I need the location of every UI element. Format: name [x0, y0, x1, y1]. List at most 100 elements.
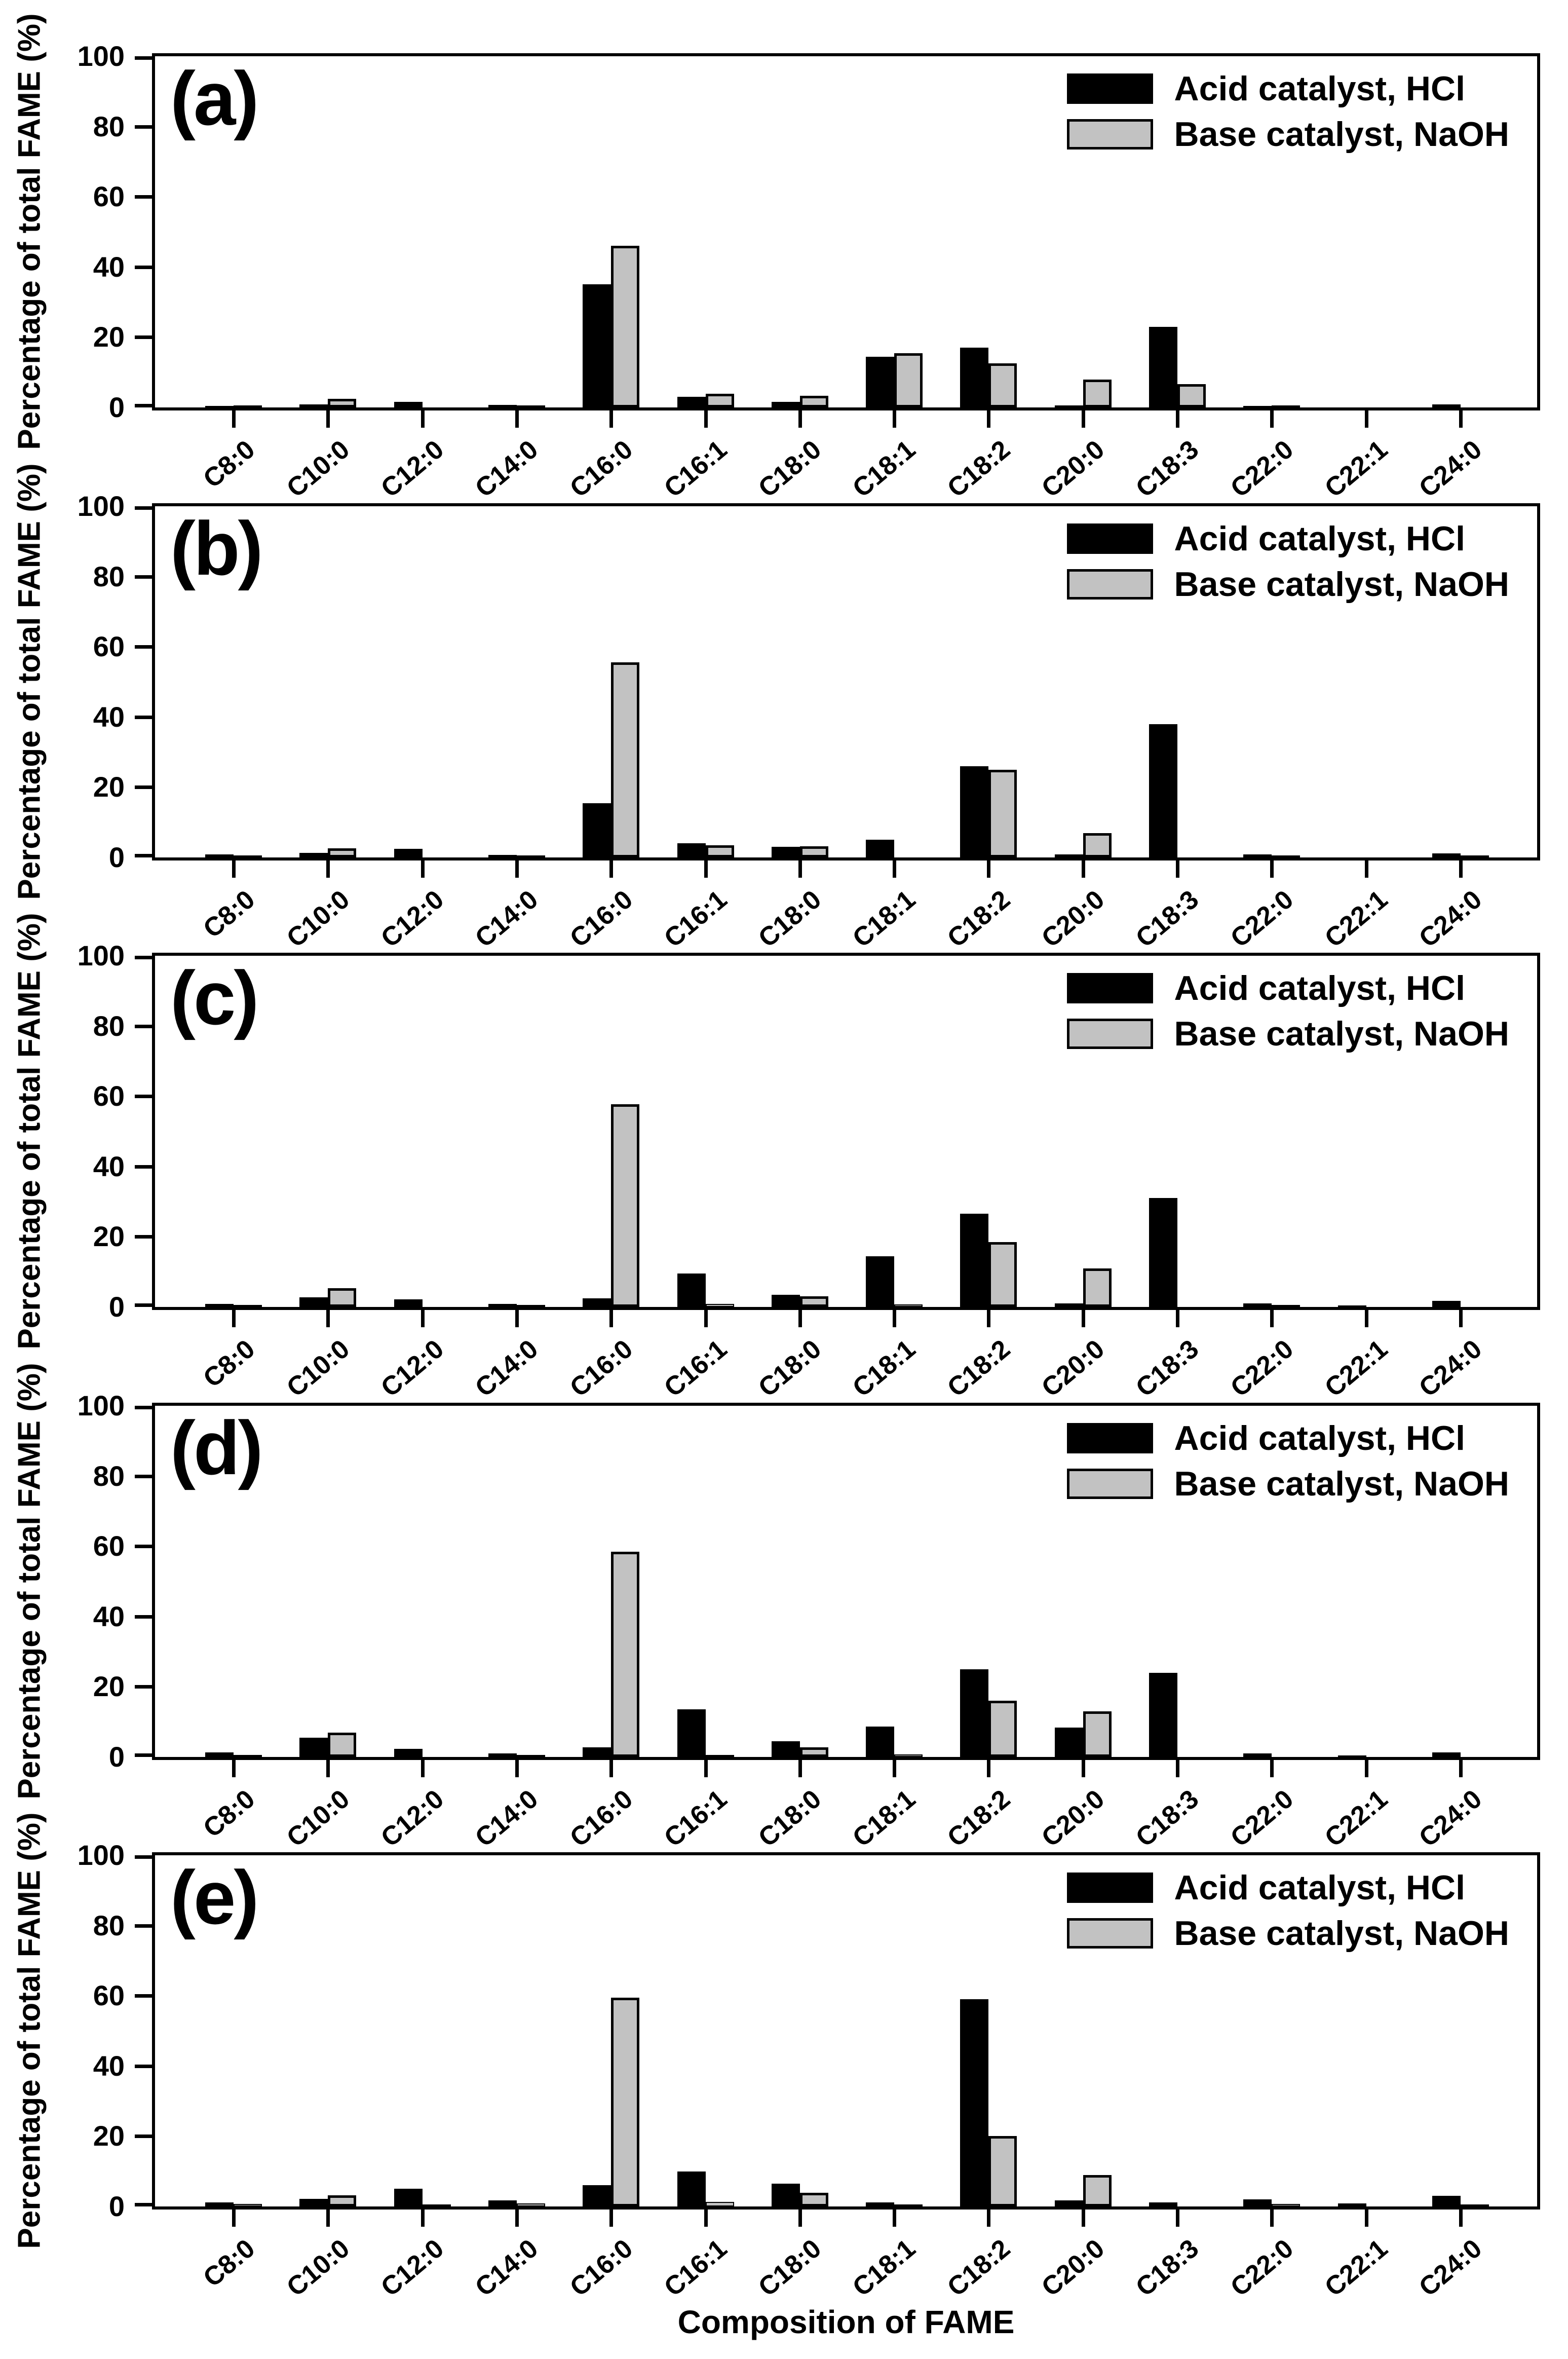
- x-tick-label: C18:1: [847, 1334, 922, 1403]
- bar-acid-C18:3: [1149, 1198, 1177, 1307]
- x-tick-label: C24:0: [1413, 2233, 1488, 2303]
- x-tick: [420, 1760, 425, 1777]
- y-tick: [135, 785, 152, 790]
- y-tick-label: 20: [93, 1220, 125, 1253]
- bar-base-C14:0: [516, 1305, 545, 1307]
- bar-acid-C22:1: [1337, 1305, 1366, 1307]
- x-tick-label: C12:0: [375, 434, 449, 504]
- bar-acid-C16:1: [677, 397, 706, 407]
- y-tick-label: 100: [77, 1839, 125, 1871]
- bar-acid-C12:0: [394, 849, 423, 857]
- x-tick-label: C18:2: [941, 1784, 1016, 1853]
- bar-base-C18:0: [799, 1747, 828, 1757]
- x-tick-label: C22:1: [1319, 434, 1393, 504]
- x-tick: [515, 860, 519, 878]
- bar-acid-C18:2: [960, 1214, 989, 1307]
- y-tick: [135, 1615, 152, 1619]
- legend-label-acid: Acid catalyst, HCl: [1174, 1868, 1465, 1907]
- x-tick-label: C18:3: [1130, 434, 1205, 504]
- bar-base-C12:0: [422, 2204, 451, 2206]
- bar-base-C14:0: [516, 2203, 545, 2206]
- x-tick-label: C18:3: [1130, 2233, 1205, 2303]
- x-tick: [893, 2210, 897, 2227]
- x-tick-label: C16:1: [659, 434, 733, 504]
- y-tick: [135, 1855, 152, 1859]
- x-tick-label: C18:0: [753, 884, 827, 954]
- x-tick-label: C10:0: [281, 434, 355, 504]
- x-tick: [1081, 410, 1085, 428]
- x-tick-label: C16:1: [659, 1334, 733, 1403]
- x-tick-label: C16:1: [659, 2233, 733, 2303]
- x-tick-label: C8:0: [198, 884, 261, 944]
- x-tick: [326, 1310, 330, 1327]
- x-tick-label: C14:0: [470, 1334, 544, 1403]
- y-tick: [135, 1095, 152, 1099]
- y-tick-label: 0: [108, 391, 125, 423]
- x-tick: [420, 1310, 425, 1327]
- bar-acid-C18:1: [866, 356, 895, 407]
- x-tick-label: C18:1: [847, 434, 922, 504]
- bar-acid-C10:0: [299, 1737, 328, 1757]
- x-tick: [420, 2210, 425, 2227]
- x-tick-label: C18:0: [753, 1334, 827, 1403]
- bar-base-C18:0: [799, 2192, 828, 2206]
- x-tick-label: C16:1: [659, 884, 733, 954]
- bar-acid-C22:1: [1337, 1755, 1366, 1757]
- plot-area-a: (a) Acid catalyst, HCl Base catalyst, Na…: [78, 42, 1540, 503]
- y-tick-label: 20: [93, 1670, 125, 1703]
- bar-base-C16:0: [611, 246, 640, 407]
- legend-swatch-base: [1066, 1019, 1153, 1049]
- y-tick-label: 80: [93, 1009, 125, 1042]
- bar-base-C18:2: [988, 1242, 1017, 1307]
- y-tick-label: 40: [93, 250, 125, 283]
- x-tick-label: C8:0: [198, 434, 261, 494]
- x-tick: [987, 410, 991, 428]
- legend-swatch-base: [1066, 569, 1153, 600]
- bar-acid-C18:1: [866, 840, 895, 857]
- x-tick-label: C20:0: [1036, 434, 1111, 504]
- x-tick: [893, 1760, 897, 1777]
- bar-acid-C18:3: [1149, 724, 1177, 857]
- panel-letter-d: (d): [170, 1405, 263, 1490]
- y-tick: [135, 1474, 152, 1478]
- bar-acid-C18:2: [960, 348, 989, 407]
- legend-label-acid: Acid catalyst, HCl: [1174, 969, 1465, 1007]
- bar-acid-C14:0: [488, 855, 517, 857]
- bar-acid-C12:0: [394, 401, 423, 407]
- x-tick: [1270, 2210, 1274, 2227]
- bar-acid-C22:0: [1243, 2199, 1272, 2206]
- y-tick: [135, 956, 152, 959]
- bar-acid-C18:3: [1149, 1672, 1177, 1757]
- x-tick-label: C16:0: [564, 2233, 638, 2303]
- legend-label-acid: Acid catalyst, HCl: [1174, 519, 1465, 558]
- y-tick: [135, 1024, 152, 1028]
- x-tick-label: C18:0: [753, 1784, 827, 1853]
- x-tick: [326, 2210, 330, 2227]
- x-tick: [1176, 410, 1179, 428]
- bar-base-C22:0: [1272, 1305, 1301, 1307]
- bar-acid-C22:1: [1337, 2203, 1366, 2206]
- x-tick-label: C24:0: [1413, 434, 1488, 504]
- x-tick-label: C18:2: [941, 1334, 1016, 1403]
- x-tick: [704, 1310, 708, 1327]
- bar-acid-C16:1: [677, 1709, 706, 1757]
- x-tick-label: C20:0: [1036, 2233, 1111, 2303]
- y-tick: [135, 645, 152, 649]
- bar-acid-C18:3: [1149, 2202, 1177, 2206]
- x-tick: [326, 860, 330, 878]
- x-tick-label: C18:0: [753, 2233, 827, 2303]
- x-tick-label: C20:0: [1036, 884, 1111, 954]
- panel-b: Percentage of total FAME (%) (b) Acid ca…: [0, 463, 1568, 953]
- bar-acid-C18:0: [771, 401, 800, 407]
- bar-acid-C8:0: [205, 405, 234, 407]
- bar-base-C22:0: [1272, 2204, 1301, 2206]
- legend-row-base: Base catalyst, NaOH: [1066, 567, 1509, 602]
- x-tick-label: C12:0: [375, 1784, 449, 1853]
- y-tick: [135, 2135, 152, 2139]
- x-tick: [1364, 410, 1368, 428]
- bar-base-C20:0: [1083, 2175, 1112, 2206]
- y-tick: [135, 1235, 152, 1239]
- legend-label-base: Base catalyst, NaOH: [1174, 1465, 1509, 1503]
- legend-label-base: Base catalyst, NaOH: [1174, 115, 1509, 154]
- bar-acid-C16:1: [677, 843, 706, 857]
